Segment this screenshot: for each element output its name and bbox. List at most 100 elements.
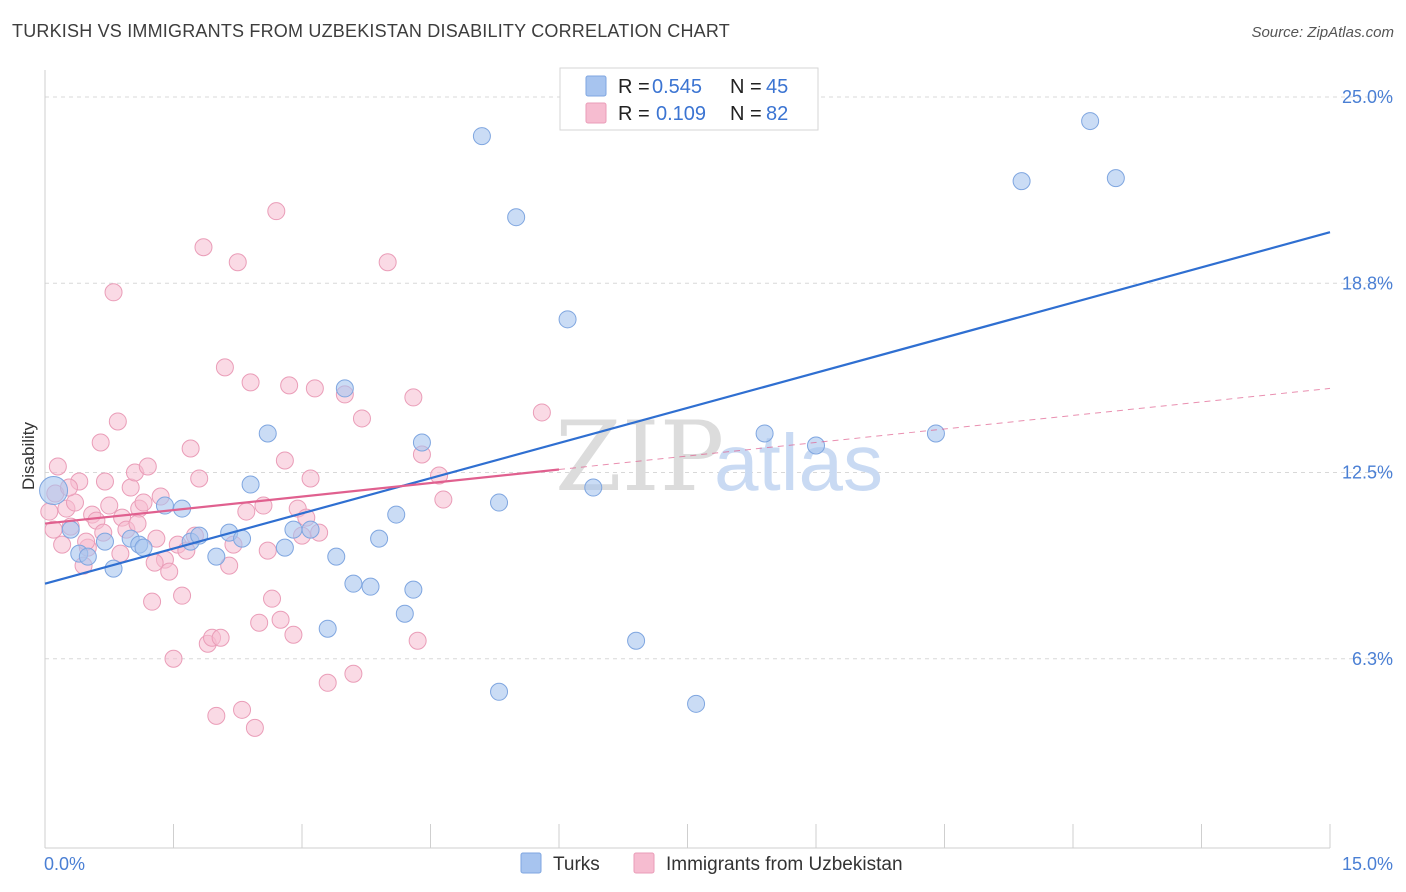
legend-n-value-uzbekistan: 82 — [766, 103, 788, 125]
uzbekistan-point — [532, 403, 551, 422]
uzbekistan-point — [318, 673, 337, 692]
turks-point — [134, 538, 153, 557]
bottom-legend-label-turks: Turks — [553, 854, 600, 875]
uzbekistan-point — [194, 238, 213, 257]
turks-point — [233, 529, 252, 548]
uzbekistan-point — [284, 625, 303, 644]
turks-point — [207, 547, 226, 566]
uzbekistan-point — [40, 502, 59, 521]
uzbekistan-trend-line — [44, 468, 560, 525]
turks-point — [361, 577, 380, 596]
turks-point — [370, 529, 389, 548]
turks-point — [584, 478, 603, 497]
uzbekistan-point — [241, 373, 260, 392]
turks-point — [687, 694, 706, 713]
uzbekistan-point — [147, 529, 166, 548]
x-tick-label: 0.0% — [44, 854, 85, 874]
y-tick-label: 6.3% — [1352, 649, 1393, 669]
turks-point — [1012, 172, 1031, 191]
uzbekistan-point — [65, 493, 84, 512]
watermark-zip: ZIP — [555, 401, 724, 513]
uzbekistan-point — [53, 535, 72, 554]
legend-r-value-turks: 0.545 — [652, 76, 702, 98]
chart-title: TURKISH VS IMMIGRANTS FROM UZBEKISTAN DI… — [12, 21, 730, 41]
uzbekistan-point — [145, 553, 164, 572]
watermark-atlas: atlas — [714, 418, 883, 507]
uzbekistan-point — [108, 412, 127, 431]
uzbekistan-point — [134, 493, 153, 512]
turks-point — [387, 505, 406, 524]
uzbekistan-point — [100, 496, 119, 515]
turks-point — [78, 547, 97, 566]
uzbekistan-point — [237, 502, 256, 521]
turks-point — [490, 682, 509, 701]
turks-point — [395, 604, 414, 623]
legend-r-value-uzbekistan: 0.109 — [656, 103, 706, 125]
uzbekistan-point — [211, 628, 230, 647]
uzbekistan-point — [280, 376, 299, 395]
turks-point — [558, 310, 577, 329]
turks-point — [1081, 112, 1100, 131]
series-turks-points — [39, 112, 1125, 713]
turks-point — [301, 520, 320, 539]
turks-point — [404, 580, 423, 599]
y-axis-title: Disability — [19, 421, 38, 490]
turks-point — [327, 547, 346, 566]
uzbekistan-point — [160, 562, 179, 581]
turks-point — [412, 433, 431, 452]
turks-point — [61, 520, 80, 539]
turks-point — [95, 532, 114, 551]
uzbekistan-point — [143, 592, 162, 611]
legend-n-value-turks: 45 — [766, 76, 788, 98]
uzbekistan-point — [181, 439, 200, 458]
turks-point — [241, 475, 260, 494]
uzbekistan-point — [215, 358, 234, 377]
uzbekistan-point — [91, 433, 110, 452]
turks-point — [807, 436, 825, 455]
uzbekistan-point — [48, 457, 67, 476]
uzbekistan-point — [121, 478, 140, 497]
uzbekistan-point — [228, 253, 247, 272]
trend-lines — [44, 231, 1331, 585]
turks-point — [755, 424, 774, 443]
uzbekistan-point — [233, 700, 252, 719]
uzbekistan-point — [352, 409, 371, 428]
turks-point — [284, 520, 303, 539]
uzbekistan-point — [271, 610, 290, 629]
turks-point — [507, 208, 526, 227]
bottom-legend-swatch-uzbekistan — [633, 852, 655, 874]
uzbekistan-point — [164, 649, 183, 668]
uzbekistan-point — [301, 469, 320, 488]
uzbekistan-point — [207, 706, 226, 725]
uzbekistan-point — [378, 253, 397, 272]
x-tick-label: 15.0% — [1342, 854, 1393, 874]
grid-lines — [45, 96, 1392, 660]
legend-r-label-turks: R = — [618, 76, 650, 98]
turks-point — [258, 424, 277, 443]
uzbekistan-point — [267, 202, 286, 221]
turks-point — [39, 476, 69, 506]
bottom-legend-swatch-turks — [520, 852, 542, 874]
uzbekistan-point — [111, 544, 130, 563]
turks-point — [627, 631, 646, 650]
turks-point — [490, 493, 509, 512]
source-label: Source: ZipAtlas.com — [1251, 24, 1394, 41]
y-tick-label: 18.8% — [1342, 273, 1393, 293]
uzbekistan-point — [408, 631, 427, 650]
uzbekistan-point — [305, 379, 324, 398]
uzbekistan-point — [95, 472, 114, 491]
axes — [44, 70, 1331, 849]
y-tick-label: 25.0% — [1342, 87, 1393, 107]
uzbekistan-trend-extension — [558, 387, 1331, 471]
uzbekistan-point — [404, 388, 423, 407]
uzbekistan-point — [104, 283, 123, 302]
turks-point — [318, 619, 337, 638]
uzbekistan-point — [275, 451, 294, 470]
turks-point — [472, 127, 491, 146]
turks-point — [926, 424, 945, 443]
turks-point — [344, 574, 363, 593]
turks-point — [275, 538, 294, 557]
uzbekistan-point — [173, 586, 192, 605]
uzbekistan-point — [263, 589, 282, 608]
